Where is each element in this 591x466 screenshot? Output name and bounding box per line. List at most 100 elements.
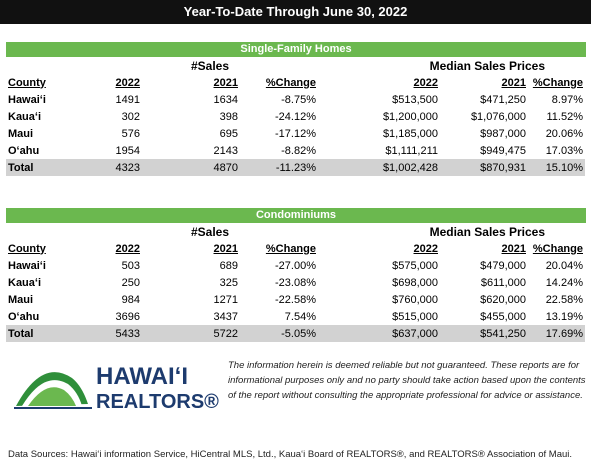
cell: Hawaiʻi — [8, 259, 46, 272]
column-header: County — [6, 240, 102, 257]
column-header: %Change — [240, 240, 318, 257]
cell: Kauaʻi — [8, 276, 42, 289]
cell: -8.75% — [281, 93, 316, 106]
column-label: %Change — [265, 76, 316, 89]
cell: 325 — [219, 276, 238, 289]
cell: 1954 — [115, 144, 140, 157]
column-header: 2021 — [142, 240, 240, 257]
cell: 4323 — [102, 159, 142, 176]
cell: 15.10% — [528, 159, 585, 176]
row: Hawaiʻi 1491 1634 -8.75% $513,500 $471,250 8.9… — [6, 91, 585, 108]
cell: $471,250 — [480, 93, 526, 106]
cell: 398 — [219, 110, 238, 123]
cell: $611,000 — [480, 276, 526, 289]
cell: $515,000 — [392, 310, 438, 323]
cell: -24.12% — [275, 110, 316, 123]
row: Oʻahu 1954 2143 -8.82% $1,111,211 $949,475 17.… — [6, 142, 585, 159]
column-label: 2021 — [213, 242, 238, 255]
cell: 1634 — [213, 93, 238, 106]
section: Single-Family Homes #Sales Median Sales Pr… — [6, 42, 586, 176]
cell: 17.03% — [545, 144, 583, 157]
cell: $698,000 — [392, 276, 438, 289]
cell: 689 — [219, 259, 238, 272]
row: Kauaʻi 302 398 -24.12% $1,200,000 $1,076,000 1… — [6, 108, 585, 125]
section-title: Single-Family Homes — [6, 42, 586, 57]
cell: 22.58% — [545, 293, 583, 306]
cell: $949,475 — [480, 144, 526, 157]
cell: Maui — [8, 127, 34, 140]
column-header: 2021 — [440, 240, 528, 257]
row: Oʻahu 3696 3437 7.54% $515,000 $455,000 13.19% — [6, 308, 585, 325]
cell: 14.24% — [545, 276, 583, 289]
row: Maui 576 695 -17.12% $1,185,000 $987,000 20.06… — [6, 125, 585, 142]
column-header: 2021 — [142, 74, 240, 91]
cell: 7.54% — [284, 310, 316, 323]
cell: $760,000 — [392, 293, 438, 306]
cell: Maui — [8, 293, 34, 306]
cell: 17.69% — [528, 325, 585, 342]
row: Hawaiʻi 503 689 -27.00% $575,000 $479,000 20.0… — [6, 257, 585, 274]
cell: -17.12% — [275, 127, 316, 140]
cell: $575,000 — [392, 259, 438, 272]
cell: 1491 — [115, 93, 140, 106]
cell: Oʻahu — [8, 144, 40, 157]
cell: 20.06% — [545, 127, 583, 140]
group-header: Median Sales Prices — [429, 58, 545, 73]
logo-line1: HAWAIʻI — [96, 363, 188, 390]
column-label: 2022 — [413, 242, 438, 255]
cell: Hawaiʻi — [8, 93, 46, 106]
cell: Kauaʻi — [8, 110, 42, 123]
row: Total 4323 4870 -11.23% $1,002,428 $870,931 15… — [6, 159, 585, 176]
logo-line2: REALTORS® — [96, 391, 219, 413]
group-header: #Sales — [190, 224, 230, 239]
footer: Data Sources: Hawaiʻi information Servic… — [8, 449, 573, 460]
column-header: County — [6, 74, 102, 91]
cell: 20.04% — [545, 259, 583, 272]
cell: $1,111,211 — [385, 144, 438, 157]
disclaimer: The information herein is deemed reliabl… — [228, 360, 586, 401]
column-header: 2022 — [102, 74, 142, 91]
group-header: #Sales — [190, 58, 230, 73]
row: Maui 984 1271 -22.58% $760,000 $620,000 22.58% — [6, 291, 585, 308]
header-row: County 2022 2021 %Change 2022 2021 %Change — [6, 240, 585, 257]
row: Kauaʻi 250 325 -23.08% $698,000 $611,000 14.24… — [6, 274, 585, 291]
group-header-row: #Sales Median Sales Prices — [6, 223, 585, 240]
section: Condominiums #Sales Median Sales Prices Cou… — [6, 208, 586, 342]
cell: 3437 — [213, 310, 238, 323]
cell: Total — [6, 159, 102, 176]
logo: HAWAIʻI REALTORS® — [14, 363, 219, 413]
column-label: 2021 — [501, 76, 526, 89]
cell: Total — [6, 325, 102, 342]
cell: 302 — [121, 110, 140, 123]
cell: 250 — [121, 276, 140, 289]
cell: -22.58% — [275, 293, 316, 306]
section-title: Condominiums — [6, 208, 586, 223]
cell: $1,200,000 — [382, 110, 438, 123]
cell: 13.19% — [545, 310, 583, 323]
cell: $637,000 — [318, 325, 440, 342]
column-label: 2022 — [115, 76, 140, 89]
column-header: %Change — [528, 240, 585, 257]
column-label: 2022 — [413, 76, 438, 89]
cell: $987,000 — [480, 127, 526, 140]
cell: $1,185,000 — [382, 127, 438, 140]
column-label: 2021 — [501, 242, 526, 255]
cell: 5722 — [142, 325, 240, 342]
cell: 11.52% — [546, 110, 584, 123]
column-label: %Change — [265, 242, 316, 255]
cell: -8.82% — [281, 144, 316, 157]
cell: 3696 — [115, 310, 140, 323]
cell: -5.05% — [240, 325, 318, 342]
cell: $1,002,428 — [318, 159, 440, 176]
column-label: %Change — [532, 242, 583, 255]
column-label: 2022 — [115, 242, 140, 255]
cell: -11.23% — [240, 159, 318, 176]
row: Total 5433 5722 -5.05% $637,000 $541,250 17.69… — [6, 325, 585, 342]
column-header: %Change — [528, 74, 585, 91]
cell: $479,000 — [480, 259, 526, 272]
title: Year-To-Date Through June 30, 2022 — [0, 0, 591, 24]
column-label: %Change — [532, 76, 583, 89]
cell: 503 — [121, 259, 140, 272]
cell: -23.08% — [275, 276, 316, 289]
spacer — [6, 223, 102, 240]
